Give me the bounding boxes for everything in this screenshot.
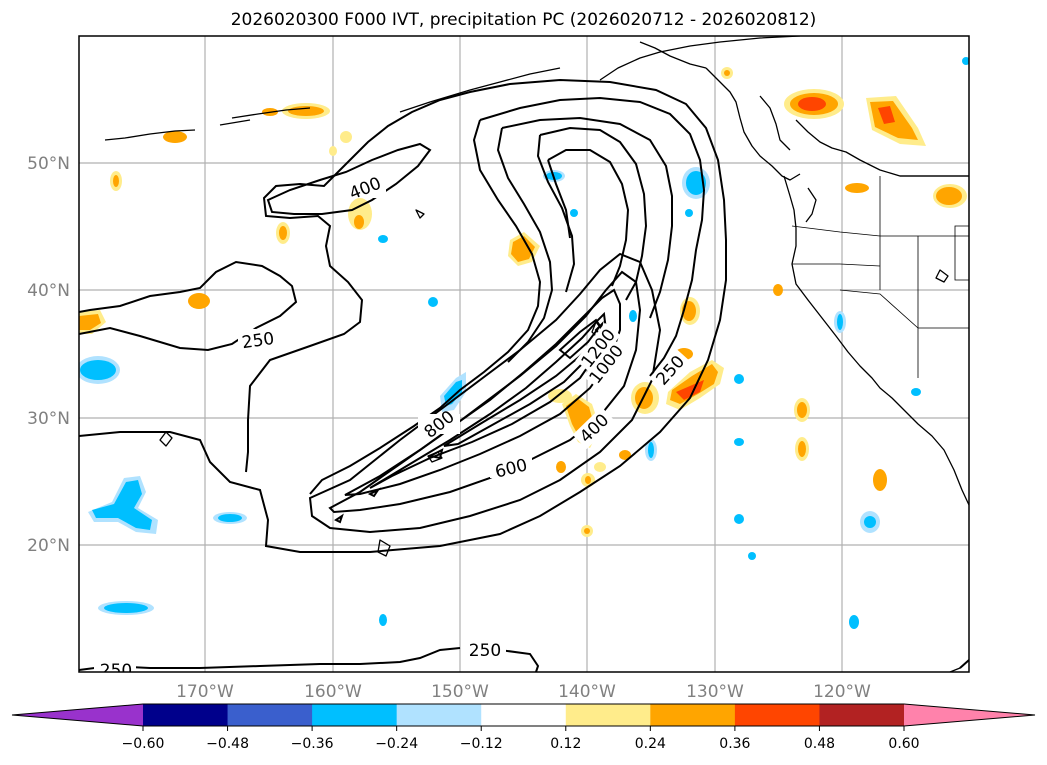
colorbar-tick-label: 0.36 [719,736,750,752]
colorbar-swatch [819,704,905,726]
colorbar-swatch [565,704,651,726]
colorbar-tick-label: 0.24 [635,736,666,752]
colorbar-ticks [142,726,905,731]
coastlines [104,36,969,672]
colorbar-tick-label: −0.24 [375,736,418,752]
colorbar-tick-label: −0.12 [460,736,503,752]
colorbar-labels: −0.60 −0.48 −0.36 −0.24 −0.12 0.12 0.24 0.36 0.4… [122,736,920,752]
colorbar-swatch [227,704,313,726]
colorbar-swatch [650,704,736,726]
lon-label-120w: 120°W [813,682,871,702]
colorbar-swatch [734,704,820,726]
lon-label-140w: 140°W [558,682,616,702]
map-title: 2026020300 F000 IVT, precipitation PC (2… [230,10,817,30]
colorbar-tick-label: 0.60 [888,736,919,752]
colorbar-tick-label: −0.48 [206,736,249,752]
ivt-contours [79,78,969,672]
lon-label-130w: 130°W [686,682,744,702]
lon-label-160w: 160°W [304,682,362,702]
lat-label-30n: 30°N [27,409,70,429]
colorbar-tick-label: 0.48 [804,736,835,752]
latitude-labels: 50°N 40°N 30°N 20°N [27,154,70,556]
colorbar-extend-max [904,704,1035,726]
lat-label-40n: 40°N [27,281,70,301]
colorbar-tick-label: −0.36 [291,736,334,752]
colorbar-swatch [312,704,398,726]
lon-label-150w: 150°W [431,682,489,702]
colorbar: −0.60 −0.48 −0.36 −0.24 −0.12 0.12 0.24 0.36 0.4… [11,703,1036,752]
lat-label-50n: 50°N [27,154,70,174]
lon-label-170w: 170°W [176,682,234,702]
colorbar-swatch [396,704,482,726]
colorbar-extend-min [12,704,143,726]
contour-label-250: 250 [241,329,276,353]
lat-label-20n: 20°N [27,536,70,556]
colorbar-tick-label: −0.60 [122,736,165,752]
contour-label-250-south: 250 [469,641,501,661]
map-frame [78,35,970,673]
precip-negative-blobs [79,57,969,629]
colorbar-swatches [11,703,1036,727]
colorbar-tick-label: 0.12 [550,736,581,752]
colorbar-swatch [143,704,229,726]
colorbar-swatch [481,704,567,726]
map-frame-bg [79,36,969,672]
state-borders [791,176,969,378]
longitude-labels: 170°W 160°W 150°W 140°W 130°W 120°W [176,682,871,702]
contour-label-250-southwest: 250 [100,661,132,681]
gridlines [79,36,969,672]
